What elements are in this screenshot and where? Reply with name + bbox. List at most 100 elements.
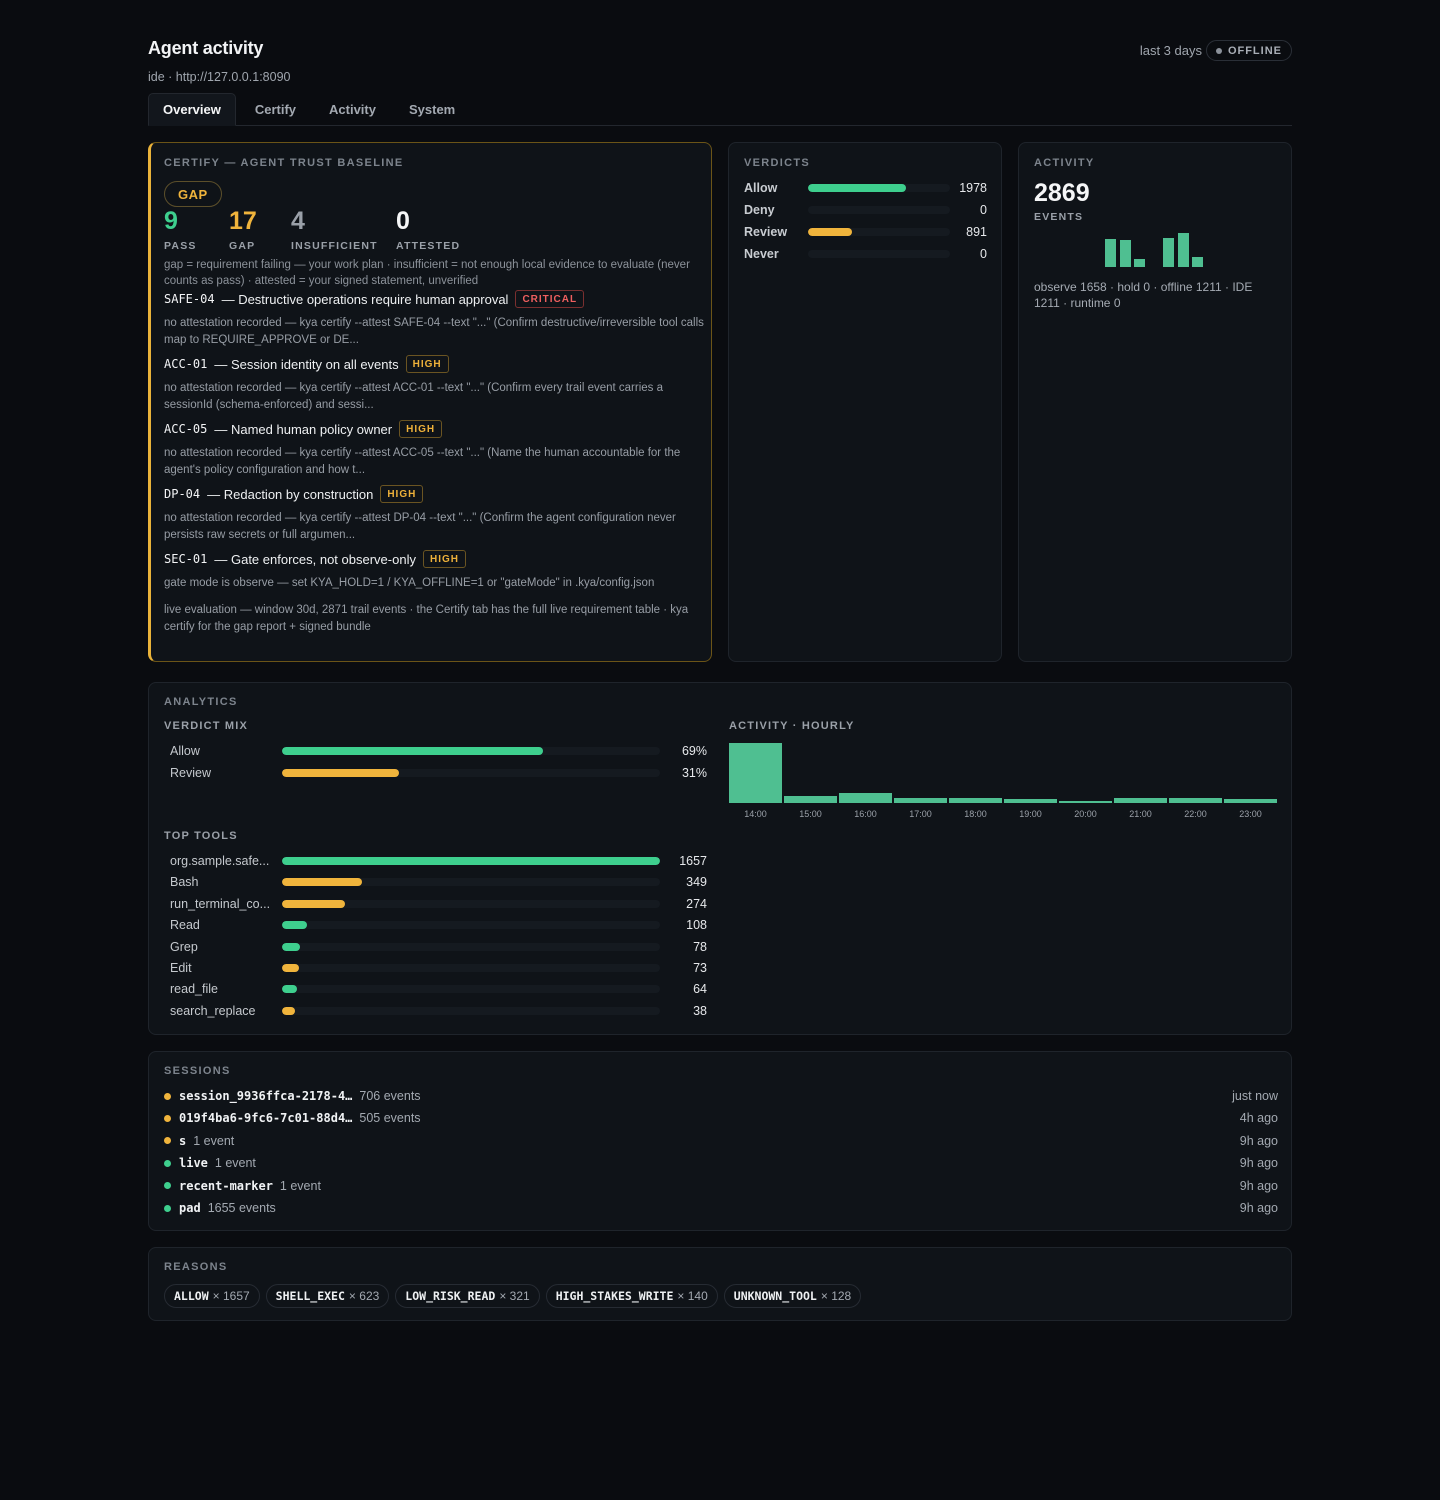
stat-insufficient: 4 INSUFFICIENT xyxy=(291,207,378,252)
reason-chip[interactable]: SHELL_EXEC × 623 xyxy=(265,1284,390,1308)
tool-row[interactable]: Edit 73 xyxy=(164,959,707,977)
tool-row[interactable]: Bash 349 xyxy=(164,873,707,891)
stat-attested: 0 ATTESTED xyxy=(396,207,460,252)
mix-track xyxy=(282,747,660,755)
mix-name: Review xyxy=(170,766,211,780)
tool-track xyxy=(282,942,660,951)
hourly-bar xyxy=(949,798,1002,803)
session-name: recent-marker xyxy=(179,1178,273,1193)
certify-card: CERTIFY — AGENT TRUST BASELINE GAP 9 PAS… xyxy=(148,142,712,662)
reason-chip[interactable]: HIGH_STAKES_WRITE × 140 xyxy=(545,1284,718,1308)
stat-pass: 9 PASS xyxy=(164,207,197,252)
reasons-label: REASONS xyxy=(164,1261,228,1273)
activity-total: 2869 xyxy=(1034,179,1090,207)
tab-activity[interactable]: Activity xyxy=(329,102,376,117)
tool-count: 38 xyxy=(693,1003,707,1018)
certify-label: CERTIFY — AGENT TRUST BASELINE xyxy=(164,157,404,169)
hourly-tick-label: 16:00 xyxy=(854,809,877,819)
hourly-label: ACTIVITY · HOURLY xyxy=(729,720,855,732)
reason-count: × 1657 xyxy=(212,1289,250,1303)
status-dot-icon xyxy=(1215,47,1222,54)
verdict-bar xyxy=(808,184,906,192)
hourly-tick-label: 19:00 xyxy=(1019,809,1042,819)
session-event-count: 1 event xyxy=(279,1178,321,1193)
verdict-mix-row: Review 31% xyxy=(164,764,707,782)
tool-track xyxy=(282,921,660,930)
mix-name: Allow xyxy=(170,744,200,758)
analytics-card: ANALYTICS VERDICT MIX Allow 69% Review 31% … xyxy=(148,682,1292,1035)
hourly-tick-label: 18:00 xyxy=(964,809,987,819)
page-title: Agent activity xyxy=(148,38,264,58)
sparkline-bar xyxy=(1119,239,1131,267)
tool-track xyxy=(282,964,660,972)
session-event-count: 1655 events xyxy=(207,1201,276,1215)
requirement-item[interactable]: ACC-05 — Named human policy owner HIGH n… xyxy=(164,419,704,479)
session-row[interactable]: recent-marker 1 event 9h ago xyxy=(164,1177,1278,1195)
reason-chip[interactable]: ALLOW × 1657 xyxy=(164,1284,260,1308)
reason-chip[interactable]: UNKNOWN_TOOL × 128 xyxy=(723,1284,862,1308)
reason-count: × 128 xyxy=(820,1289,852,1303)
hourly-bar xyxy=(1169,798,1222,803)
tool-row[interactable]: search_replace 38 xyxy=(164,1002,707,1020)
session-row[interactable]: live 1 event 9h ago xyxy=(164,1154,1278,1172)
session-name: pad xyxy=(179,1201,201,1215)
requirement-id: SEC-01 xyxy=(164,552,208,566)
verdict-track xyxy=(808,206,950,214)
tool-name: Read xyxy=(170,918,200,933)
reason-chip[interactable]: LOW_RISK_READ × 321 xyxy=(395,1284,540,1308)
tool-name: Grep xyxy=(170,939,198,954)
tool-bar xyxy=(282,857,660,865)
session-name: live xyxy=(179,1156,208,1171)
session-row[interactable]: pad 1655 events 9h ago xyxy=(164,1199,1278,1217)
requirement-item[interactable]: ACC-01 — Session identity on all events … xyxy=(164,354,704,414)
tool-bar xyxy=(282,964,299,972)
stat-value: 9 xyxy=(164,207,178,235)
tool-count: 1657 xyxy=(679,854,707,868)
verdict-track xyxy=(808,184,950,192)
tool-bar xyxy=(282,942,300,951)
verdict-count: 0 xyxy=(980,203,987,217)
tool-bar xyxy=(282,921,307,930)
tool-row[interactable]: run_terminal_co... 274 xyxy=(164,895,707,913)
time-range[interactable]: last 3 days xyxy=(1139,43,1202,58)
session-row[interactable]: s 1 event 9h ago xyxy=(164,1132,1278,1150)
reason-count: × 623 xyxy=(348,1289,380,1303)
tab-system[interactable]: System xyxy=(408,102,456,117)
verdict-name: Deny xyxy=(744,203,775,217)
tool-track xyxy=(282,878,660,887)
severity-badge: HIGH xyxy=(422,550,466,568)
tab-overview[interactable]: Overview xyxy=(148,93,236,126)
requirement-title: — Session identity on all events xyxy=(214,356,399,372)
session-status-dot-icon xyxy=(164,1204,171,1212)
session-time: 9h ago xyxy=(1239,1133,1278,1148)
tool-row[interactable]: Grep 78 xyxy=(164,938,707,956)
requirement-id: ACC-01 xyxy=(164,357,208,371)
requirement-item[interactable]: SAFE-04 — Destructive operations require… xyxy=(164,289,704,349)
requirement-item[interactable]: DP-04 — Redaction by construction HIGH n… xyxy=(164,484,704,544)
hourly-tick-label: 20:00 xyxy=(1074,809,1097,819)
requirement-title: — Gate enforces, not observe-only xyxy=(214,551,416,567)
session-row[interactable]: session_9936ffca-2178-4… 706 events just n… xyxy=(164,1087,1278,1105)
verdict-mix-label: VERDICT MIX xyxy=(164,720,249,732)
verdict-name: Allow xyxy=(744,181,778,195)
tool-row[interactable]: read_file 64 xyxy=(164,980,707,998)
session-event-count: 706 events xyxy=(359,1089,421,1103)
hourly-tick-label: 22:00 xyxy=(1184,809,1207,819)
hourly-bar xyxy=(1004,798,1057,803)
top-tools-label: TOP TOOLS xyxy=(164,830,238,842)
tool-row[interactable]: org.sample.safe... 1657 xyxy=(164,852,707,870)
session-name: session_9936ffca-2178-4… xyxy=(179,1089,353,1103)
stat-value: 4 xyxy=(291,207,305,235)
tool-row[interactable]: Read 108 xyxy=(164,916,707,934)
session-row[interactable]: 019f4ba6-9fc6-7c01-88d4… 505 events 4h ago xyxy=(164,1109,1278,1127)
verdict-track xyxy=(808,250,950,258)
sessions-card: SESSIONS session_9936ffca-2178-4… 706 eve… xyxy=(148,1051,1292,1231)
tab-certify[interactable]: Certify xyxy=(254,102,297,117)
sparkline-bar xyxy=(1177,233,1189,267)
session-time: 4h ago xyxy=(1239,1111,1278,1126)
verdict-count: 0 xyxy=(980,247,987,261)
tool-count: 274 xyxy=(686,896,707,911)
session-status-dot-icon xyxy=(164,1137,171,1145)
requirement-item[interactable]: SEC-01 — Gate enforces, not observe-only… xyxy=(164,549,704,592)
stat-value: 0 xyxy=(396,207,410,235)
